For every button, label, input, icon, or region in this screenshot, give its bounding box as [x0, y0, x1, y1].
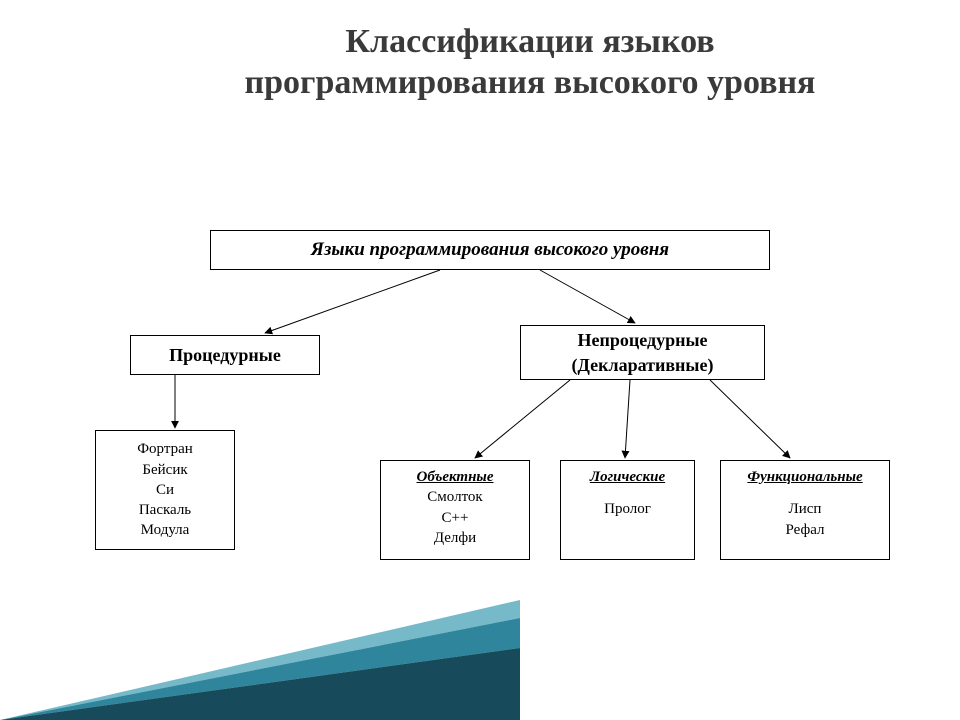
obj-lang-3: Делфи	[434, 528, 476, 548]
title-line-1: Классификации языков	[140, 22, 920, 63]
node-object: Объектные Смолток С++ Делфи	[380, 460, 530, 560]
proc-lang-1: Фортран	[137, 439, 193, 459]
edge	[540, 270, 635, 323]
proc-lang-2: Бейсик	[142, 460, 187, 480]
proc-lang-3: Си	[156, 480, 174, 500]
page-title: Классификации языков программирования вы…	[140, 22, 920, 104]
title-line-2: программирования высокого уровня	[140, 63, 920, 104]
obj-lang-2: С++	[442, 508, 469, 528]
obj-lang-1: Смолток	[427, 487, 482, 507]
func-lang-2: Рефал	[786, 520, 825, 540]
logic-lang-1: Пролог	[604, 499, 651, 519]
node-logic-header: Логические	[590, 467, 665, 487]
node-procedural: Процедурные	[130, 335, 320, 375]
node-nonprocedural-line-1: Непроцедурные	[577, 328, 707, 352]
edge	[625, 380, 630, 458]
classification-diagram: Языки программирования высокого уровня П…	[70, 230, 900, 650]
node-nonprocedural-line-2: (Декларативные)	[572, 353, 714, 377]
edge	[710, 380, 790, 458]
node-functional: Функциональные Лисп Рефал	[720, 460, 890, 560]
node-object-header: Объектные	[417, 467, 494, 487]
proc-lang-4: Паскаль	[139, 500, 191, 520]
node-root: Языки программирования высокого уровня	[210, 230, 770, 270]
edge	[475, 380, 570, 458]
func-lang-1: Лисп	[789, 499, 822, 519]
edge	[265, 270, 440, 333]
node-functional-header: Функциональные	[747, 467, 862, 487]
node-root-label: Языки программирования высокого уровня	[311, 239, 669, 261]
node-procedural-languages: Фортран Бейсик Си Паскаль Модула	[95, 430, 235, 550]
node-nonprocedural: Непроцедурные (Декларативные)	[520, 325, 765, 380]
node-procedural-label: Процедурные	[169, 345, 281, 366]
node-logic: Логические Пролог	[560, 460, 695, 560]
proc-lang-5: Модула	[141, 520, 190, 540]
